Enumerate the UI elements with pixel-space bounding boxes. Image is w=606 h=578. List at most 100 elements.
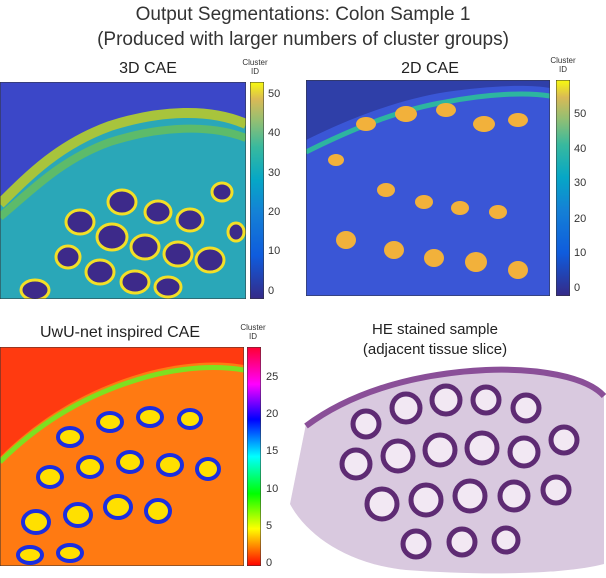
colorbar-tick-label: 30 [574, 177, 587, 189]
panel-2d-cae-segmentation [306, 80, 550, 296]
tissue-edge-band [0, 108, 246, 208]
crypt [429, 383, 463, 417]
crypt [400, 528, 432, 560]
colorbar-tick-label: 5 [266, 520, 273, 532]
crypt [119, 269, 151, 295]
crypt [377, 183, 395, 197]
panel-2d-cae-colorbar [556, 80, 570, 296]
colorbar-tick-label: 40 [268, 127, 281, 139]
colorbar-tick-label: 15 [266, 445, 279, 457]
epithelium-border [304, 366, 606, 429]
crypt-group [16, 406, 221, 565]
crypt [144, 498, 172, 524]
crypt [76, 455, 104, 479]
colorbar-tick-label: 0 [268, 285, 275, 297]
crypt [497, 479, 531, 513]
panel-uwu-net-colorbar [247, 347, 261, 566]
crypt [194, 246, 226, 274]
crypt [389, 391, 423, 425]
crypt [548, 424, 580, 456]
panel-3d-cae-colorbar-ticks: 50 40 30 20 10 0 [268, 82, 298, 299]
crypt [36, 465, 64, 489]
panel-2d-cae-title: 2D CAE [401, 60, 459, 77]
crypt [424, 249, 444, 267]
crypt-group [339, 383, 580, 560]
colorbar-tick-label: 25 [266, 371, 279, 383]
panel-uwu-net-colorbar-ticks: 25 20 15 10 5 0 [266, 347, 296, 569]
colorbar-tick-label: 10 [268, 245, 281, 257]
crypt [489, 205, 507, 219]
crypt [129, 233, 161, 261]
crypt [156, 453, 184, 477]
crypt [380, 438, 416, 474]
crypt [446, 526, 478, 558]
colorbar-tick-label: 20 [574, 213, 587, 225]
colorbar-tick-label: 0 [574, 282, 581, 294]
crypt [116, 450, 144, 474]
panel-uwu-net-colorbar-label: Cluster ID [240, 323, 266, 341]
panel-he-stained-title: HE stained sample (adjacent tissue slice… [310, 320, 560, 360]
panel-3d-cae-title: 3D CAE [119, 60, 177, 77]
crypt [19, 278, 51, 299]
crypt [451, 201, 469, 215]
crypt [540, 474, 572, 506]
colorbar-tick-label: 10 [266, 483, 279, 495]
crypt [16, 545, 44, 565]
colorbar-tick-label: 20 [268, 206, 281, 218]
tissue-edge-inner-band [0, 124, 246, 221]
crypt-group [19, 181, 246, 299]
crypt [54, 244, 82, 270]
panel-3d-cae-segmentation [0, 82, 246, 299]
tissue-edge-band [306, 91, 550, 155]
crypt [508, 113, 528, 127]
crypt [95, 222, 129, 252]
panel-uwu-net-segmentation [0, 347, 244, 566]
panel-2d-cae-colorbar-ticks: 50 40 30 20 10 0 [574, 80, 604, 296]
panel-uwu-net-title: UwU-net inspired CAE [39, 324, 201, 341]
crypt [508, 261, 528, 279]
panel-3d-cae-colorbar-label: Cluster ID [242, 58, 268, 76]
crypt [507, 435, 541, 469]
crypt [162, 240, 194, 268]
crypt [491, 525, 521, 555]
crypt [84, 258, 116, 286]
upper-region [306, 80, 550, 140]
crypt [328, 154, 344, 166]
crypt [136, 406, 164, 428]
crypt [510, 392, 542, 424]
crypt [464, 430, 500, 466]
colorbar-tick-label: 20 [266, 408, 279, 420]
crypt [350, 408, 382, 440]
panel-3d-cae-colorbar [250, 82, 264, 299]
crypt [56, 543, 84, 563]
crypt [195, 457, 221, 481]
crypt [364, 486, 400, 522]
crypt [177, 408, 203, 430]
figure-title: Output Segmentations: Colon Sample 1 (Pr… [0, 2, 606, 52]
colorbar-tick-label: 10 [574, 247, 587, 259]
colorbar-tick-label: 50 [268, 88, 281, 100]
crypt [63, 502, 93, 528]
figure-title-line-1: Output Segmentations: Colon Sample 1 [135, 4, 471, 25]
crypt [415, 195, 433, 209]
crypt [395, 106, 417, 122]
crypt [103, 494, 133, 520]
crypt [408, 482, 444, 518]
crypt [339, 447, 373, 481]
crypt [96, 411, 124, 433]
crypt [465, 252, 487, 272]
crypt [470, 384, 502, 416]
crypt-group [328, 103, 528, 279]
crypt [56, 426, 84, 448]
crypt [356, 117, 376, 131]
crypt [384, 241, 404, 259]
crypt [336, 231, 356, 249]
crypt [175, 207, 205, 233]
crypt [436, 103, 456, 117]
crypt [226, 221, 246, 243]
crypt [153, 275, 183, 299]
he-stained-tissue-image [286, 364, 606, 576]
figure-title-line-2: (Produced with larger numbers of cluster… [97, 29, 509, 50]
panel-he-stained-title-line-1: HE stained sample [372, 321, 498, 338]
panel-2d-cae-colorbar-label: Cluster ID [550, 56, 576, 74]
